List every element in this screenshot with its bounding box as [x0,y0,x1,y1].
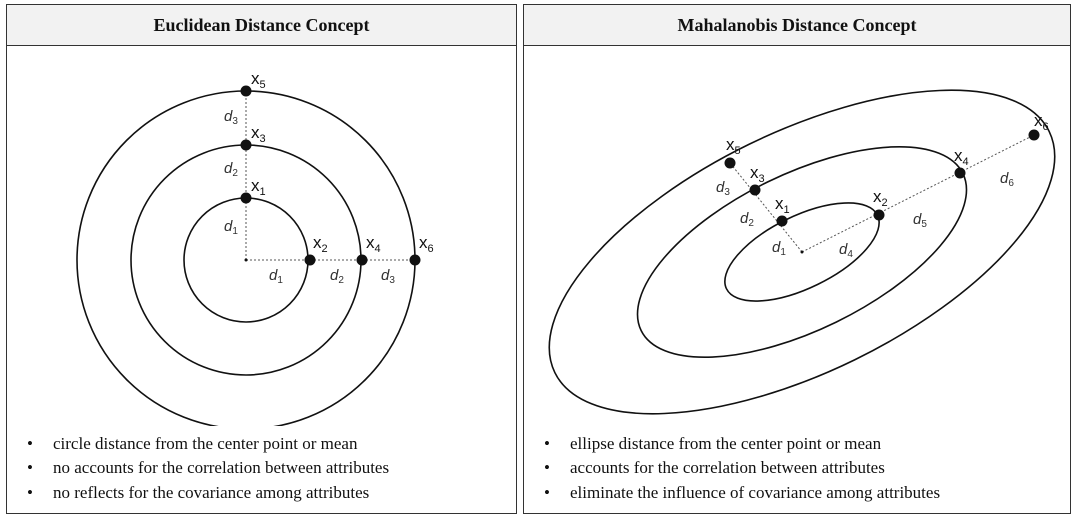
bullet-item: accounts for the correlation between att… [544,456,940,481]
label-x6: x6 [419,233,434,255]
point-x6 [409,254,421,266]
point-x4 [356,254,368,266]
center-point [244,258,248,262]
label-d2: d2 [740,210,754,229]
mahalanobis-bullet-list: ellipse distance from the center point o… [544,432,940,506]
label-d3-horizontal: d3 [381,267,395,286]
label-d1-horizontal: d1 [269,267,283,286]
label-d1: d1 [772,239,786,258]
mahalanobis-diagram: x5 x3 x1 x2 x4 x6 d3 d2 d1 d4 d5 d6 [548,89,1056,415]
label-x5: x5 [251,69,266,91]
point-x2 [873,209,885,221]
label-x4: x4 [366,233,381,255]
mahalanobis-title: Mahalanobis Distance Concept [524,5,1070,46]
label-x5: x5 [726,135,741,157]
point-x1 [776,215,788,227]
bullet-item: ellipse distance from the center point o… [544,432,940,457]
bullet-item: no accounts for the correlation between … [27,456,389,481]
euclidean-bullet-list: circle distance from the center point or… [27,432,389,506]
label-x1: x1 [775,194,790,216]
point-x5 [240,85,252,97]
label-x1: x1 [251,176,266,198]
bullet-item: no reflects for the covariance among att… [27,481,389,506]
point-x1 [240,192,252,204]
label-x2: x2 [313,233,328,255]
mahalanobis-panel: Mahalanobis Distance Concept x5 x3 x1 x2… [523,4,1071,514]
label-x2: x2 [873,187,888,209]
bullet-item: eliminate the influence of covariance am… [544,481,940,506]
label-d2-horizontal: d2 [330,267,344,286]
point-x2 [304,254,316,266]
point-x5 [724,157,736,169]
bullet-item: circle distance from the center point or… [27,432,389,457]
center-point [800,250,804,254]
label-d2-vertical: d2 [224,160,238,179]
outer-ellipse [548,89,1056,415]
euclidean-panel: Euclidean Distance Concept x5 x3 x1 x2 x… [6,4,517,514]
label-d4: d4 [839,241,853,260]
label-x4: x4 [954,146,969,168]
point-x6 [1028,129,1040,141]
major-axis-distance-line [801,134,1035,253]
label-x3: x3 [251,123,266,145]
label-d3-vertical: d3 [224,108,238,127]
label-d1-vertical: d1 [224,218,238,237]
point-x3 [240,139,252,151]
label-d6: d6 [1000,170,1014,189]
label-d5: d5 [913,211,927,230]
minor-axis-distance-line [729,162,803,253]
label-x3: x3 [750,163,765,185]
euclidean-title: Euclidean Distance Concept [7,5,516,46]
label-x6: x6 [1034,111,1049,133]
point-x3 [749,184,761,196]
label-d3: d3 [716,179,730,198]
euclidean-diagram: x5 x3 x1 x2 x4 x6 d3 d2 d1 d1 d2 d3 [76,69,434,426]
point-x4 [954,167,966,179]
